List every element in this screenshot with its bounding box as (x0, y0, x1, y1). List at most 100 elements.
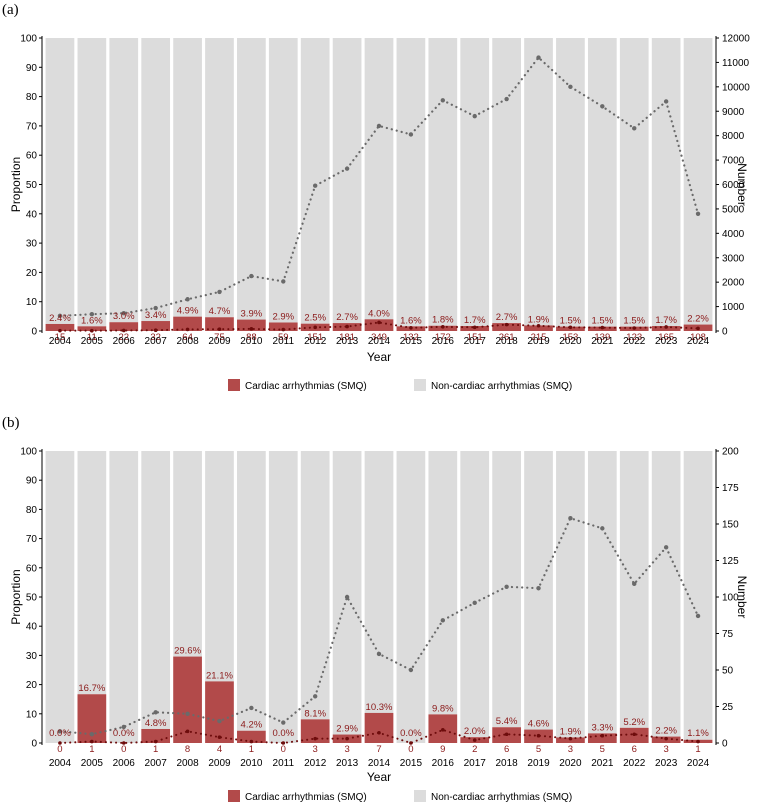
cardiac-count-point (90, 328, 94, 333)
cardiac-count-point (568, 325, 573, 330)
count-label: 9 (440, 744, 445, 755)
year-tick-label: 2007 (145, 758, 168, 769)
total-count-point (504, 96, 509, 102)
bar-non-cardiac-2018 (492, 38, 521, 324)
year-tick-label: 2021 (591, 758, 614, 769)
bar-cardiac-2011 (268, 322, 298, 331)
percent-label: 1.1% (687, 728, 709, 739)
legend: Cardiac arrhythmias (SMQ) Non-cardiac arr… (228, 790, 572, 803)
total-count-point (185, 297, 190, 302)
right-tick-label: 100 (722, 593, 739, 604)
bar-non-cardiac-2022 (619, 38, 649, 327)
percent-label: 2.5% (304, 313, 326, 324)
bar-non-cardiac-2013 (332, 451, 362, 735)
total-count-point (217, 718, 222, 724)
bar-non-cardiac-2009 (205, 451, 234, 682)
count-label: 349 (371, 332, 387, 343)
year-tick-label: 2015 (400, 336, 423, 347)
total-count-point (57, 313, 63, 319)
percent-label: 4.2% (241, 720, 263, 731)
year-tick-label: 2006 (113, 336, 136, 347)
count-label: 1 (249, 744, 254, 755)
percent-label: 1.5% (560, 316, 582, 327)
total-count-point (504, 584, 509, 589)
year-tick-label: 2012 (304, 336, 327, 347)
percent-label: 5.2% (623, 717, 645, 728)
year-tick-label: 2011 (273, 758, 295, 769)
right-tick-label: 4000 (722, 229, 745, 240)
legend-label-cardiac: Cardiac arrhythmias (SMQ) (245, 381, 367, 392)
bar-cardiac-2010 (237, 730, 266, 743)
percent-label: 9.8% (432, 703, 454, 714)
right-tick-label: 125 (722, 556, 739, 567)
year-tick-label: 2004 (49, 336, 72, 347)
bar-non-cardiac-2004 (45, 38, 75, 324)
percent-label: 1.9% (560, 726, 582, 737)
total-count-point (57, 729, 63, 734)
cardiac-count-point (217, 735, 222, 739)
right-tick-label: 50 (722, 666, 734, 677)
right-tick-label: 0 (722, 327, 728, 338)
count-label: 0 (57, 744, 62, 755)
total-count-line (58, 55, 700, 317)
count-label: 88 (246, 332, 257, 343)
bar-cardiac-2007 (141, 321, 171, 331)
bar-cardiac-2014 (364, 319, 394, 331)
total-count-point (121, 310, 126, 316)
cardiac-count-point (504, 322, 509, 327)
count-label: 2 (472, 744, 477, 755)
year-tick-label: 2015 (400, 758, 423, 769)
legend-label-non-cardiac: Non-cardiac arrhythmias (SMQ) (431, 792, 572, 803)
year-tick-label: 2020 (559, 336, 582, 347)
total-count-point (472, 600, 477, 606)
right-tick-label: 0 (722, 739, 728, 750)
cardiac-count-point (345, 324, 349, 329)
total-count-point (89, 732, 95, 737)
percent-label: 0.0% (272, 728, 294, 739)
percent-label: 1.6% (81, 315, 103, 326)
cardiac-count-point (536, 323, 541, 328)
count-label: 1 (153, 744, 158, 755)
legend-swatch-cardiac (228, 379, 240, 391)
cardiac-count-point (441, 728, 445, 732)
panel-a: (a)0102030405060708090100010002000300040… (2, 2, 750, 392)
year-tick-label: 2007 (145, 336, 168, 347)
cardiac-count-point (185, 327, 190, 332)
left-tick-label: 20 (26, 268, 38, 279)
cardiac-count-point (121, 328, 126, 333)
year-tick-label: 2012 (304, 758, 327, 769)
bar-cardiac-2005 (77, 326, 107, 331)
count-label: 151 (467, 332, 483, 343)
total-count-point (632, 126, 637, 131)
year-tick-label: 2010 (240, 758, 263, 769)
percent-label: 0.0% (400, 728, 422, 739)
count-label: 165 (658, 332, 674, 343)
year-tick-label: 2024 (687, 336, 710, 347)
bar-non-cardiac-2016 (428, 451, 458, 715)
year-tick-label: 2014 (368, 758, 391, 769)
total-count-point (344, 594, 350, 600)
panel-label: (b) (2, 415, 20, 431)
percent-label: 2.9% (336, 724, 358, 735)
cardiac-count-point (696, 326, 700, 331)
left-tick-label: 70 (26, 534, 38, 545)
bar-non-cardiac-2021 (587, 451, 617, 734)
bar-non-cardiac-2016 (428, 38, 458, 326)
count-label: 11 (87, 332, 97, 343)
percent-label: 2.2% (655, 726, 677, 737)
percent-label: 2.0% (464, 726, 486, 737)
year-tick-label: 2008 (176, 336, 199, 347)
bar-non-cardiac-2011 (268, 38, 298, 323)
cardiac-count-point (472, 325, 477, 330)
bar-non-cardiac-2014 (364, 38, 394, 320)
cardiac-count-point (153, 328, 158, 333)
bar-non-cardiac-2013 (332, 38, 362, 324)
bar-non-cardiac-2009 (205, 38, 234, 318)
year-tick-label: 2019 (527, 336, 550, 347)
total-count-point (376, 123, 382, 129)
total-count-point (600, 104, 605, 109)
right-tick-label: 7000 (722, 156, 745, 167)
percent-label: 1.7% (464, 315, 486, 326)
cardiac-count-point (632, 326, 637, 330)
